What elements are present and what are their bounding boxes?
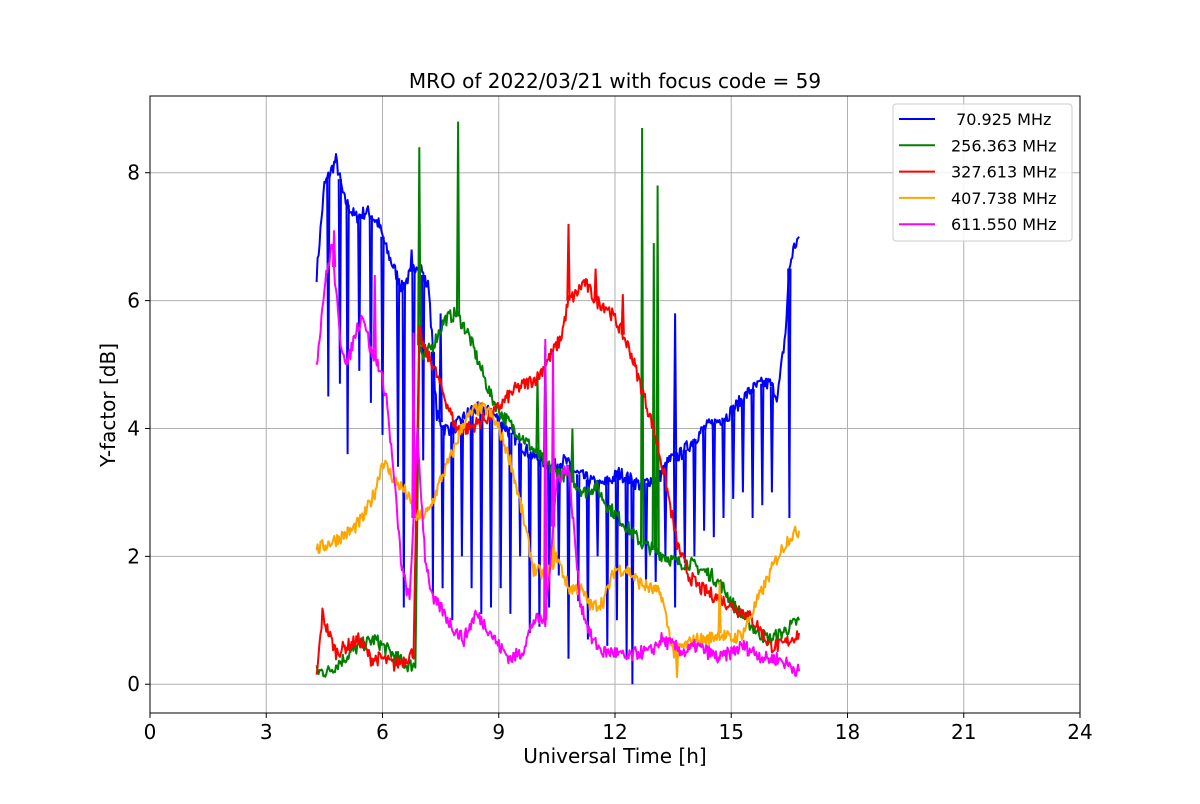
legend-label: 407.738 MHz	[951, 189, 1056, 208]
series-spike	[395, 278, 401, 467]
x-tick-label: 3	[260, 720, 273, 744]
y-tick-label: 0	[127, 672, 140, 696]
series-spike	[357, 215, 362, 371]
chart-title: MRO of 2022/03/21 with focus code = 59	[409, 69, 821, 93]
series-spike	[331, 230, 337, 268]
series-spike	[556, 463, 561, 576]
series-spike	[655, 185, 660, 553]
series-spike	[479, 409, 484, 614]
series-spike	[326, 176, 331, 397]
y-tick-label: 6	[127, 289, 140, 313]
series-spike	[570, 428, 575, 480]
series-spike	[787, 268, 792, 519]
series-spike	[345, 204, 350, 455]
series-spike	[702, 428, 707, 531]
series-line	[315, 306, 801, 678]
series-0	[315, 153, 800, 685]
y-axis-label: Y-factor [dB]	[96, 343, 120, 468]
series-spike	[430, 351, 435, 595]
series-spike	[674, 650, 680, 678]
series-spike	[682, 449, 687, 563]
series-spike	[380, 236, 385, 435]
series-spike	[740, 398, 745, 493]
series-spike	[455, 121, 461, 317]
series-spike	[692, 439, 697, 557]
series-spike	[550, 351, 556, 527]
series-spike	[672, 457, 678, 608]
legend: 70.925 MHz 256.363 MHz 327.613 MHz 407.738 …	[892, 103, 1073, 242]
series-spike	[717, 581, 722, 634]
legend-label: 611.550 MHz	[951, 215, 1056, 234]
x-tick-label: 12	[602, 720, 627, 744]
legend-label: 70.925 MHz	[951, 110, 1051, 129]
series-spike	[527, 454, 532, 634]
series-spike	[614, 474, 620, 621]
series-spike	[409, 249, 414, 272]
series-spike	[517, 443, 523, 557]
y-tick-label: 8	[127, 161, 140, 185]
series-spike	[337, 179, 342, 384]
series-spike	[620, 294, 625, 335]
series-spike	[640, 127, 645, 544]
series-spike	[711, 423, 716, 538]
series-spike	[731, 409, 736, 499]
series-spike	[651, 243, 656, 551]
legend-label: 327.613 MHz	[951, 163, 1056, 182]
series-4	[315, 230, 801, 677]
y-tick-label: 2	[127, 544, 140, 568]
series-spike	[411, 332, 416, 519]
series-spike	[593, 268, 598, 301]
series-spike	[585, 479, 590, 640]
series-spike	[663, 466, 668, 557]
series-spike	[595, 484, 600, 557]
x-tick-label: 21	[951, 720, 976, 744]
series-spike	[605, 481, 610, 646]
series-spike	[537, 459, 542, 627]
x-tick-label: 15	[719, 720, 744, 744]
series-spike	[566, 464, 571, 659]
series-spike	[576, 474, 581, 602]
series-spike	[421, 274, 426, 461]
series-spike	[417, 147, 422, 346]
series-spike	[508, 432, 513, 614]
series-spike	[368, 215, 373, 403]
legend-label: 256.363 MHz	[951, 136, 1056, 155]
series-spike	[450, 428, 455, 621]
x-tick-label: 18	[835, 720, 860, 744]
series-spike	[769, 386, 775, 493]
series-spike	[372, 274, 377, 359]
y-tick-label: 4	[127, 416, 140, 440]
series-spike	[543, 338, 548, 621]
x-tick-label: 24	[1067, 720, 1092, 744]
series-spike	[440, 425, 445, 589]
x-tick-label: 9	[492, 720, 505, 744]
series-spike	[630, 480, 635, 685]
series-spike	[566, 223, 571, 301]
series-spike	[547, 464, 552, 608]
series-spike	[750, 388, 755, 519]
x-tick-label: 0	[144, 720, 157, 744]
legend-box	[892, 103, 1073, 242]
series-spike	[488, 413, 494, 608]
series-spike	[459, 419, 465, 557]
x-tick-label: 6	[376, 720, 389, 744]
series-spike	[469, 409, 474, 589]
series-layer	[315, 121, 801, 685]
series-spike	[721, 417, 726, 519]
x-axis-label: Universal Time [h]	[523, 744, 706, 768]
series-spike	[672, 313, 678, 458]
series-line	[315, 243, 801, 677]
series-spike	[760, 383, 765, 506]
series-spike	[498, 422, 503, 589]
series-spike	[401, 284, 406, 608]
